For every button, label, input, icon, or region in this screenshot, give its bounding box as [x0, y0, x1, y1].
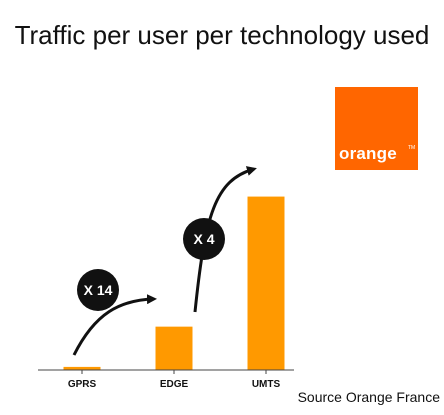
bars-layer: [63, 196, 285, 370]
x-tick-layer: GPRS EDGE UMTS: [68, 370, 281, 390]
badge-x4: X 4: [183, 218, 225, 260]
x-tick-label-edge: EDGE: [160, 379, 189, 390]
orange-logo: orange TM: [335, 87, 418, 170]
growth-arrows: [72, 166, 257, 356]
arrow-edge-to-umts: [193, 166, 257, 313]
badge-x4-circle: [183, 218, 225, 260]
x-tick-label-gprs: GPRS: [68, 379, 97, 390]
x-tick-label-umts: UMTS: [252, 379, 281, 390]
arrow-gprs-to-edge: [72, 294, 157, 356]
bar-edge: [155, 326, 193, 370]
badge-x4-label: X 4: [193, 231, 214, 247]
badge-x14-label: X 14: [84, 282, 113, 298]
source-note: Source Orange France: [297, 389, 440, 405]
orange-logo-tm: TM: [408, 145, 416, 151]
badge-x14: X 14: [77, 269, 119, 311]
badge-x14-circle: [77, 269, 119, 311]
orange-logo-text: orange: [339, 144, 397, 163]
bar-umts: [247, 196, 285, 370]
bar-gprs: [63, 366, 101, 370]
multiplier-badges: X 14 X 4: [77, 218, 225, 311]
chart-title: Traffic per user per technology used: [14, 20, 430, 50]
